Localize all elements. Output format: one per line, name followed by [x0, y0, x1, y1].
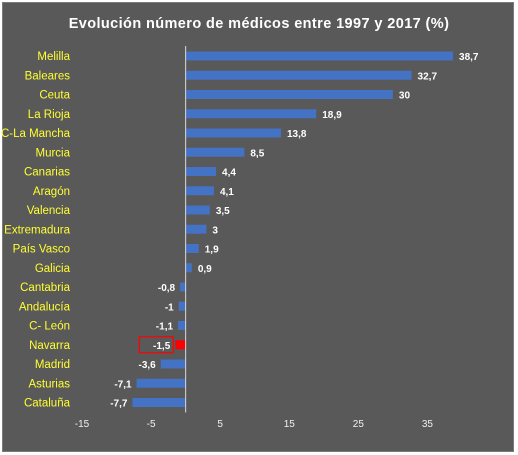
- x-tick-label: 25: [353, 419, 365, 430]
- bar-c-león: [178, 321, 186, 330]
- category-label: Madrid: [35, 359, 70, 371]
- bar-la-rioja: [185, 109, 317, 119]
- value-label: 0,9: [198, 264, 212, 275]
- category-label: Murcia: [35, 147, 70, 159]
- category-label: Aragón: [33, 186, 70, 198]
- highlight-box: [138, 336, 174, 354]
- value-label: -1,1: [156, 322, 174, 333]
- category-label: País Vasco: [13, 244, 70, 256]
- bar-aragón: [185, 186, 214, 196]
- value-label: 8,5: [250, 148, 264, 159]
- category-label: Andalucía: [19, 301, 71, 313]
- category-label: La Rioja: [28, 109, 71, 121]
- bar-madrid: [160, 359, 186, 369]
- value-label: -1: [165, 302, 174, 313]
- value-label: -1,5: [153, 341, 171, 352]
- bar-baleares: [185, 70, 412, 80]
- value-label: 4,4: [222, 168, 236, 179]
- category-labels: Melilla Baleares Ceuta La Rioja C-La Mancha M…: [1, 51, 71, 410]
- bar-c-la-mancha: [185, 128, 281, 138]
- category-label: Asturias: [28, 378, 70, 390]
- value-label: 32,7: [418, 71, 438, 82]
- category-label: Canarias: [24, 167, 70, 179]
- bar-país-vasco: [185, 244, 199, 253]
- bar-melilla: [185, 51, 454, 61]
- category-label: Baleares: [25, 70, 71, 82]
- chart-title: Evolución número de médicos entre 1997 y…: [69, 16, 450, 32]
- bar-cataluña: [132, 398, 186, 407]
- category-label: Valencia: [27, 205, 71, 217]
- value-label: 4,1: [220, 187, 234, 198]
- x-tick-label: -15: [75, 419, 90, 430]
- x-tick-label: 5: [217, 419, 223, 430]
- category-label: Cataluña: [24, 398, 71, 410]
- bars-group: [132, 51, 454, 407]
- value-label: 3: [212, 225, 218, 236]
- bar-cantabria: [180, 282, 186, 292]
- x-tick-label: 15: [284, 419, 296, 430]
- value-label: -7,7: [110, 399, 128, 410]
- category-label: Ceuta: [39, 90, 70, 102]
- value-label: 1,9: [205, 245, 219, 256]
- bar-navarra: [175, 340, 186, 350]
- category-label: Extremadura: [4, 224, 70, 236]
- category-label: Cantabria: [20, 282, 70, 294]
- value-label: -3,6: [139, 360, 157, 371]
- value-label: 38,7: [459, 52, 479, 63]
- value-label: 18,9: [322, 110, 342, 121]
- value-labels: 38,7 32,7 30 18,9 13,8 8,5 4,4 4,1 3,5 3 1,9 0,9 -0,…: [110, 52, 479, 410]
- value-label: -0,8: [158, 283, 176, 294]
- value-label: 3,5: [216, 206, 230, 217]
- bar-extremadura: [185, 224, 207, 234]
- category-label: Navarra: [29, 340, 71, 352]
- bar-andalucía: [178, 301, 186, 311]
- bar-murcia: [185, 147, 245, 157]
- value-label: 13,8: [287, 129, 307, 140]
- bar-asturias: [136, 378, 186, 388]
- category-label: C-La Mancha: [1, 128, 71, 140]
- category-label: Galicia: [35, 263, 71, 275]
- value-label: 30: [399, 91, 411, 102]
- value-label: -7,1: [114, 379, 132, 390]
- x-tick-label: -5: [147, 419, 156, 430]
- bar-ceuta: [185, 90, 393, 99]
- bar-canarias: [185, 167, 217, 176]
- bar-galicia: [185, 263, 192, 273]
- x-axis-ticks: -15 -5 5 15 25 35: [75, 419, 434, 430]
- bar-valencia: [185, 205, 210, 215]
- category-label: Melilla: [37, 51, 70, 63]
- x-tick-label: 35: [422, 419, 434, 430]
- category-label: C- León: [29, 321, 70, 333]
